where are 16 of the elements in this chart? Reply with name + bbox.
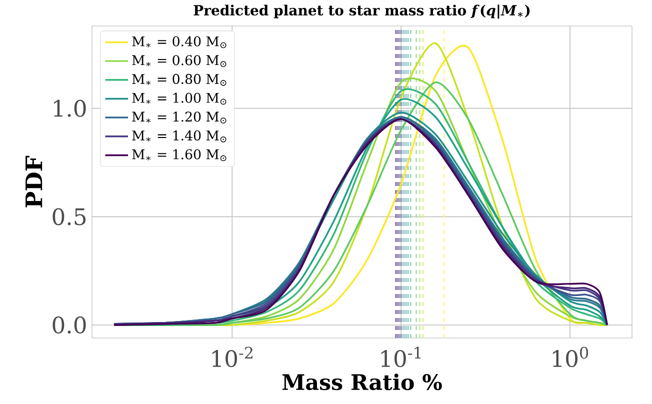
legend-label: M$_{∗}$ = 1.00 M$_{⊙}$ [132,92,226,105]
legend-label: M$_{∗}$ = 0.60 M$_{⊙}$ [132,55,226,68]
legend-label: M$_{∗}$ = 0.80 M$_{⊙}$ [132,74,226,86]
x-tick-label: 10$^{-1}$ [381,346,421,368]
x-tick-label: 10$^{0}$ [552,346,588,368]
x-tick-label: 10$^{-2}$ [212,346,252,368]
legend-label: M$_{∗}$ = 0.40 M$_{⊙}$ [132,36,226,48]
legend-label: M$_{∗}$ = 1.20 M$_{⊙}$ [132,112,226,124]
y-tick-label: 0.5 [52,208,86,226]
legend-label: M$_{∗}$ = 1.60 M$_{⊙}$ [132,149,226,162]
y-tick-label: 1.0 [54,100,86,117]
y-axis-title: PDF [26,156,42,208]
y-tick-label: 0.0 [52,316,86,334]
legend-label: M$_{∗}$ = 1.40 M$_{⊙}$ [132,130,226,142]
chart-title: Predicted planet to star mass ratio f(q|M$_{∗}$) [194,4,530,19]
x-axis-title: Mass Ratio % [282,374,442,390]
